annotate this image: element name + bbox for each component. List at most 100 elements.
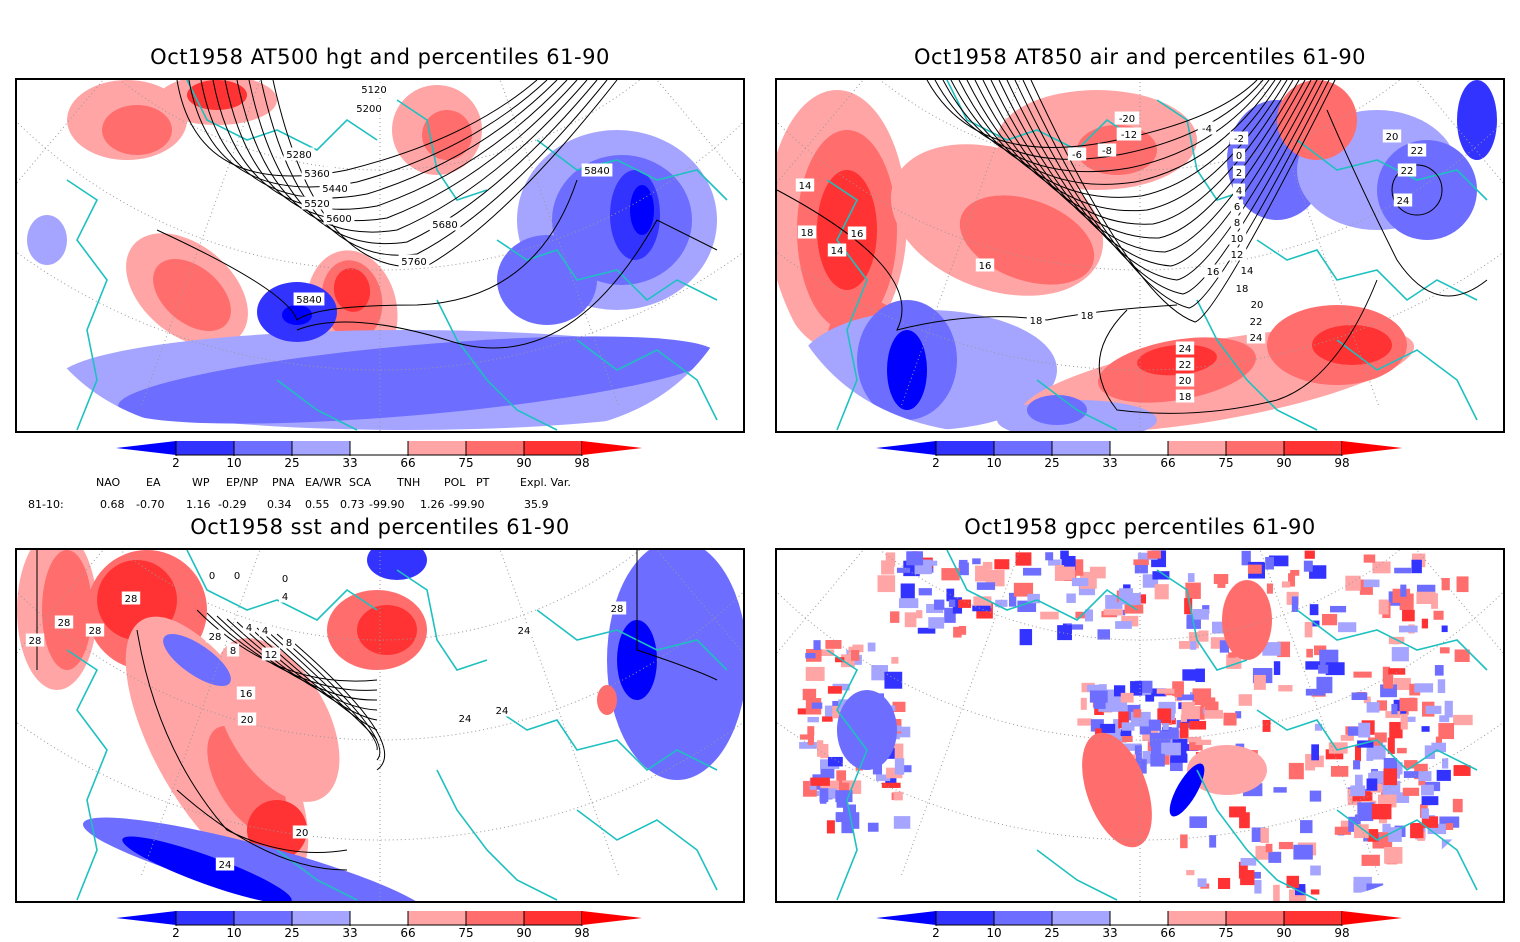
colorbar-label: 90 xyxy=(516,926,532,940)
precip-cell xyxy=(1089,566,1106,579)
idx-header-pt: PT xyxy=(476,476,490,489)
contour-label: 14 xyxy=(827,243,847,257)
panel-title-sst: Oct1958 sst and percentiles 61-90 xyxy=(190,515,570,539)
precip-cell xyxy=(1358,722,1371,738)
contour-label: 5680 xyxy=(429,217,461,231)
precip-cell xyxy=(1421,784,1434,796)
precip-cell xyxy=(1223,712,1237,726)
sst-contour xyxy=(226,618,378,711)
svg-text:28: 28 xyxy=(209,632,222,643)
precip-cell xyxy=(1338,622,1357,633)
colorbar-label: 33 xyxy=(342,926,358,940)
precip-cell xyxy=(1374,732,1387,743)
precip-cell xyxy=(1416,584,1436,595)
svg-text:28: 28 xyxy=(89,626,102,637)
domain-outside xyxy=(563,280,743,431)
precip-cell xyxy=(872,764,883,775)
svg-text:5360: 5360 xyxy=(304,169,329,180)
precip-cell xyxy=(1411,559,1422,574)
precip-cell xyxy=(1219,640,1229,653)
precip-cell xyxy=(1134,745,1142,760)
svg-text:24: 24 xyxy=(459,714,472,725)
precip-cell xyxy=(1265,843,1273,853)
svg-text:-4: -4 xyxy=(1202,124,1212,135)
colorbar-label: 66 xyxy=(1160,926,1176,940)
svg-text:24: 24 xyxy=(496,706,509,717)
svg-text:20: 20 xyxy=(1179,376,1192,387)
precip-cell xyxy=(1309,604,1319,616)
precip-cell xyxy=(1189,741,1203,751)
shading-region xyxy=(153,258,231,332)
precip-cell xyxy=(1185,582,1201,599)
precip-cell xyxy=(819,788,829,802)
svg-text:12: 12 xyxy=(1231,250,1244,261)
precip-cell xyxy=(820,743,829,759)
idx-header-tnh: TNH xyxy=(397,476,421,489)
coastline xyxy=(1336,339,1478,421)
precip-cell xyxy=(1130,681,1143,696)
precip-cell xyxy=(1139,726,1152,735)
precip-cell xyxy=(1262,719,1271,732)
coastline xyxy=(436,769,558,901)
precip-cell xyxy=(835,812,854,823)
precip-cell xyxy=(1357,802,1375,816)
precip-cell xyxy=(1397,747,1407,754)
svg-text:28: 28 xyxy=(58,618,71,629)
coastline xyxy=(826,179,868,431)
precip-cell xyxy=(1388,668,1406,675)
precip-cell xyxy=(1253,674,1266,690)
precip-cell xyxy=(1288,762,1304,780)
precip-cell xyxy=(1421,618,1429,629)
svg-text:18: 18 xyxy=(1081,311,1094,322)
precip-cell xyxy=(1318,664,1329,674)
contour-label: 12 xyxy=(261,647,281,661)
precip-cell xyxy=(867,642,876,652)
svg-text:8: 8 xyxy=(1234,218,1240,229)
shading-region xyxy=(1169,763,1205,817)
precip-cell xyxy=(1372,561,1391,574)
shading-region xyxy=(597,685,617,715)
precip-cell xyxy=(1402,609,1415,622)
contour-label: 5280 xyxy=(283,147,315,161)
shading-region xyxy=(1082,732,1152,848)
precip-cell xyxy=(958,626,967,635)
colorbar-segment-above-98 xyxy=(582,441,642,455)
svg-text:28: 28 xyxy=(611,604,624,615)
precip-cell xyxy=(896,726,911,738)
precip-cell xyxy=(995,599,1008,607)
precip-cell xyxy=(1444,700,1453,718)
contour-label: 20 xyxy=(237,712,257,726)
idx-value-wp: 1.16 xyxy=(186,498,211,511)
precip-cell xyxy=(877,575,896,593)
colorbar-segment xyxy=(1052,441,1110,455)
colorbar-label: 33 xyxy=(1102,456,1118,470)
svg-text:0: 0 xyxy=(1236,151,1242,162)
contour-label: 4 xyxy=(258,623,272,637)
precip-cell xyxy=(1441,625,1448,633)
coastline xyxy=(186,550,378,621)
precip-cell xyxy=(1321,613,1338,626)
contour-label: 24 xyxy=(215,857,235,871)
precip-cell xyxy=(1307,755,1324,768)
shading-region xyxy=(837,690,897,770)
precip-cell xyxy=(835,790,853,803)
colorbar-segment xyxy=(1226,911,1284,925)
colorbar-segment-below-2 xyxy=(116,911,176,925)
map-panel-sst: 0 0 0 4 4 8 12 4 8 16 20 24 24 28 28 28 28 20 24 24 28 28 xyxy=(15,548,745,903)
precip-cell xyxy=(885,777,897,788)
panel-title-air850: Oct1958 AT850 air and percentiles 61-90 xyxy=(913,45,1367,69)
height-contour xyxy=(212,80,568,210)
svg-text:16: 16 xyxy=(1207,267,1220,278)
precip-cell xyxy=(807,716,819,723)
precip-cell xyxy=(1400,716,1416,722)
contour-label: 18 xyxy=(797,225,817,239)
precip-cell xyxy=(1180,744,1187,762)
svg-text:22: 22 xyxy=(1179,360,1192,371)
precip-cell xyxy=(884,671,903,689)
idx-value-nao: 0.68 xyxy=(100,498,125,511)
colorbar-segment-above-98 xyxy=(1342,911,1402,925)
colorbar-label: 25 xyxy=(1044,456,1060,470)
coastline xyxy=(1256,709,1478,772)
precip-cell xyxy=(1441,758,1449,769)
